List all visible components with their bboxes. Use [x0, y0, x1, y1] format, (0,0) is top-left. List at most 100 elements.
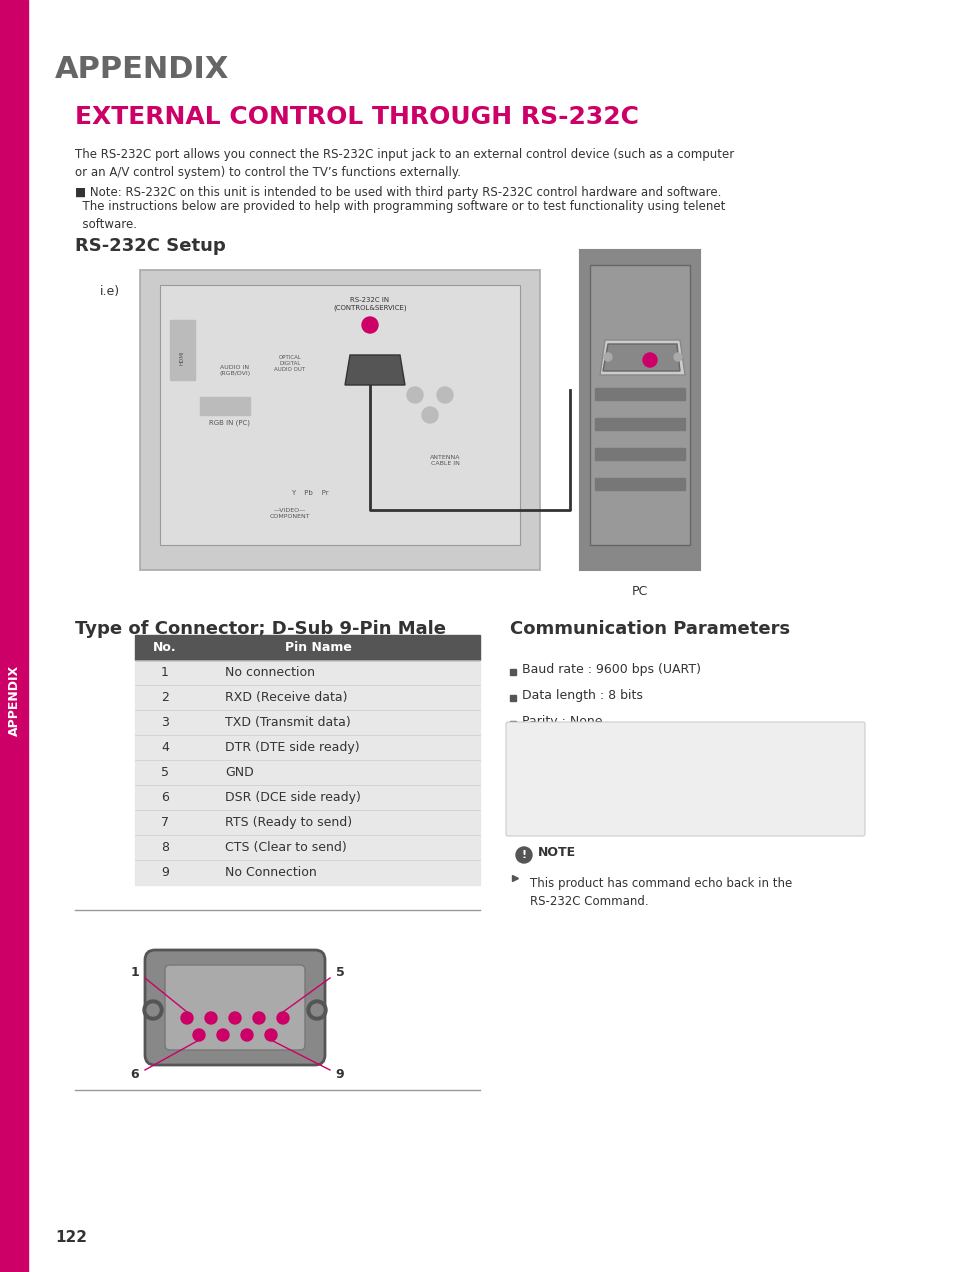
- Text: AUDIO IN
(RGB/DVI): AUDIO IN (RGB/DVI): [219, 365, 251, 375]
- Text: RGB IN (PC): RGB IN (PC): [210, 420, 251, 426]
- Text: NOTE: NOTE: [537, 846, 576, 860]
- Bar: [589, 265, 689, 544]
- Text: RS-232C IN
(CONTROL&SERVICE): RS-232C IN (CONTROL&SERVICE): [333, 296, 406, 310]
- Text: 6: 6: [131, 1068, 139, 1081]
- Text: Pin Name: Pin Name: [285, 641, 352, 654]
- Text: No Connection: No Connection: [225, 866, 316, 879]
- Bar: [135, 860, 479, 885]
- Text: 9: 9: [161, 866, 169, 879]
- Circle shape: [193, 1029, 205, 1040]
- Circle shape: [407, 387, 422, 403]
- Text: Stop bit : 1 bit: Stop bit : 1 bit: [521, 742, 610, 754]
- Text: 3: 3: [161, 716, 169, 729]
- Text: !: !: [521, 850, 526, 860]
- Text: 1: 1: [131, 965, 139, 978]
- Text: Baud rate : 9600 bps (UART): Baud rate : 9600 bps (UART): [521, 664, 700, 677]
- Text: HDMI: HDMI: [179, 350, 184, 365]
- Bar: [135, 834, 479, 860]
- Circle shape: [205, 1013, 216, 1024]
- Text: i.e): i.e): [100, 285, 120, 298]
- Bar: [595, 418, 684, 430]
- FancyBboxPatch shape: [145, 950, 325, 1065]
- Bar: [595, 448, 684, 460]
- Text: Data length : 8 bits: Data length : 8 bits: [521, 689, 642, 702]
- Bar: [0, 0, 28, 1272]
- Circle shape: [216, 1029, 229, 1040]
- Bar: [135, 710, 479, 735]
- Bar: [140, 270, 539, 570]
- Circle shape: [361, 317, 377, 333]
- Bar: [510, 747, 516, 753]
- Text: APPENDIX: APPENDIX: [8, 664, 20, 735]
- Text: DTR (DTE side ready): DTR (DTE side ready): [225, 742, 359, 754]
- Text: RS-232C Setup: RS-232C Setup: [75, 237, 226, 254]
- Polygon shape: [345, 355, 405, 385]
- Bar: [135, 810, 479, 834]
- Bar: [135, 785, 479, 810]
- Text: RXD (Receive data): RXD (Receive data): [225, 691, 347, 703]
- Text: ANTENNA
CABLE IN: ANTENNA CABLE IN: [429, 455, 459, 466]
- Text: OPTICAL
DIGITAL
AUDIO OUT: OPTICAL DIGITAL AUDIO OUT: [274, 355, 305, 371]
- Text: 9: 9: [335, 1068, 344, 1081]
- Text: Y    Pb    Pr: Y Pb Pr: [291, 490, 329, 496]
- Circle shape: [642, 354, 657, 368]
- Circle shape: [276, 1013, 289, 1024]
- Text: RTS (Ready to send): RTS (Ready to send): [225, 817, 352, 829]
- Text: —VIDEO—
COMPONENT: —VIDEO— COMPONENT: [270, 508, 310, 519]
- Text: EXTERNAL CONTROL THROUGH RS-232C: EXTERNAL CONTROL THROUGH RS-232C: [75, 106, 639, 128]
- Bar: [510, 799, 516, 805]
- Text: 5: 5: [335, 965, 344, 978]
- Bar: [510, 695, 516, 701]
- Bar: [135, 660, 479, 686]
- Text: Type of Connector; D-Sub 9-Pin Male: Type of Connector; D-Sub 9-Pin Male: [75, 619, 446, 639]
- Text: No connection: No connection: [225, 667, 314, 679]
- Circle shape: [673, 354, 681, 361]
- Text: The instructions below are provided to help with programming software or to test: The instructions below are provided to h…: [75, 200, 724, 232]
- Text: 5: 5: [161, 766, 169, 778]
- Circle shape: [265, 1029, 276, 1040]
- Bar: [510, 721, 516, 728]
- Text: 122: 122: [55, 1230, 87, 1245]
- Text: PC: PC: [631, 585, 647, 598]
- Circle shape: [143, 1000, 163, 1020]
- Text: Communication Parameters: Communication Parameters: [510, 619, 789, 639]
- Text: The RS-232C port allows you connect the RS-232C input jack to an external contro: The RS-232C port allows you connect the …: [75, 148, 734, 179]
- Circle shape: [311, 1004, 323, 1016]
- Polygon shape: [599, 340, 684, 375]
- Polygon shape: [602, 343, 679, 371]
- Text: Communication code : ASCII code: Communication code : ASCII code: [521, 767, 733, 781]
- Circle shape: [516, 847, 532, 862]
- Bar: [595, 388, 684, 399]
- Circle shape: [241, 1029, 253, 1040]
- Bar: [510, 773, 516, 778]
- Text: APPENDIX: APPENDIX: [55, 55, 229, 84]
- Bar: [510, 669, 516, 675]
- Bar: [579, 251, 700, 570]
- Text: 1: 1: [161, 667, 169, 679]
- Text: DSR (DCE side ready): DSR (DCE side ready): [225, 791, 360, 804]
- Bar: [170, 321, 194, 380]
- Text: 6: 6: [161, 791, 169, 804]
- Bar: [135, 735, 479, 759]
- Text: ■ Note: RS-232C on this unit is intended to be used with third party RS-232C con: ■ Note: RS-232C on this unit is intended…: [75, 186, 720, 198]
- Circle shape: [603, 354, 612, 361]
- Bar: [135, 759, 479, 785]
- Bar: [160, 285, 519, 544]
- Text: CTS (Clear to send): CTS (Clear to send): [225, 841, 346, 854]
- Circle shape: [307, 1000, 327, 1020]
- Text: No.: No.: [153, 641, 176, 654]
- FancyBboxPatch shape: [165, 965, 305, 1049]
- Bar: [200, 397, 250, 415]
- FancyBboxPatch shape: [505, 722, 864, 836]
- Text: 2: 2: [161, 691, 169, 703]
- Circle shape: [181, 1013, 193, 1024]
- Circle shape: [436, 387, 453, 403]
- Text: 8: 8: [161, 841, 169, 854]
- Text: Use a crossed (reverse) cable.: Use a crossed (reverse) cable.: [521, 794, 711, 806]
- Bar: [135, 635, 479, 660]
- Circle shape: [147, 1004, 159, 1016]
- Text: 4: 4: [161, 742, 169, 754]
- Circle shape: [253, 1013, 265, 1024]
- Circle shape: [229, 1013, 241, 1024]
- Text: 7: 7: [161, 817, 169, 829]
